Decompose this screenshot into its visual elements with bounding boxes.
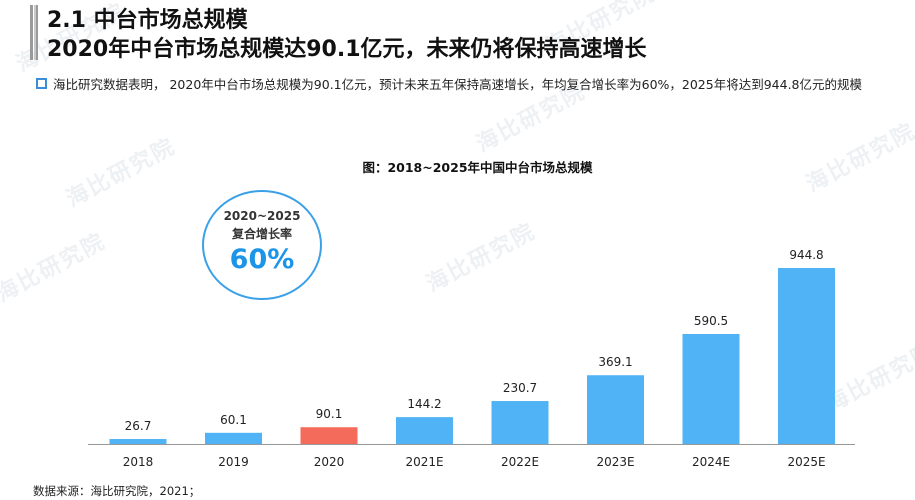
bar-2021E (396, 417, 453, 444)
x-tick-label-2023E: 2023E (596, 455, 634, 469)
data-label-2023E: 369.1 (598, 355, 632, 369)
data-label-2018: 26.7 (125, 419, 152, 433)
cagr-label: 复合增长率 (204, 225, 320, 242)
bar-2022E (492, 401, 549, 444)
x-tick-label-2020: 2020 (314, 455, 345, 469)
data-label-2019: 60.1 (220, 413, 247, 427)
data-label-2020: 90.1 (316, 407, 343, 421)
data-label-2022E: 230.7 (503, 381, 537, 395)
bar-2020 (301, 427, 358, 444)
x-tick-label-2019: 2019 (218, 455, 249, 469)
x-tick-label-2024E: 2024E (692, 455, 730, 469)
bar-2025E (778, 268, 835, 444)
data-label-2021E: 144.2 (407, 397, 441, 411)
x-tick-label-2022E: 2022E (501, 455, 539, 469)
data-label-2024E: 590.5 (694, 314, 728, 328)
cagr-callout: 2020~2025 复合增长率 60% (202, 190, 322, 300)
data-source-note: 数据来源：海比研究院，2021； (33, 483, 200, 499)
data-label-2025E: 944.8 (789, 248, 823, 262)
bar-2024E (683, 334, 740, 444)
bar-2023E (587, 375, 644, 444)
cagr-value: 60% (204, 244, 320, 275)
x-tick-label-2018: 2018 (123, 455, 154, 469)
cagr-period: 2020~2025 (204, 209, 320, 223)
x-tick-label-2025E: 2025E (787, 455, 825, 469)
bar-2018 (110, 439, 167, 444)
bar-2019 (205, 433, 262, 444)
x-tick-label-2021E: 2021E (405, 455, 443, 469)
